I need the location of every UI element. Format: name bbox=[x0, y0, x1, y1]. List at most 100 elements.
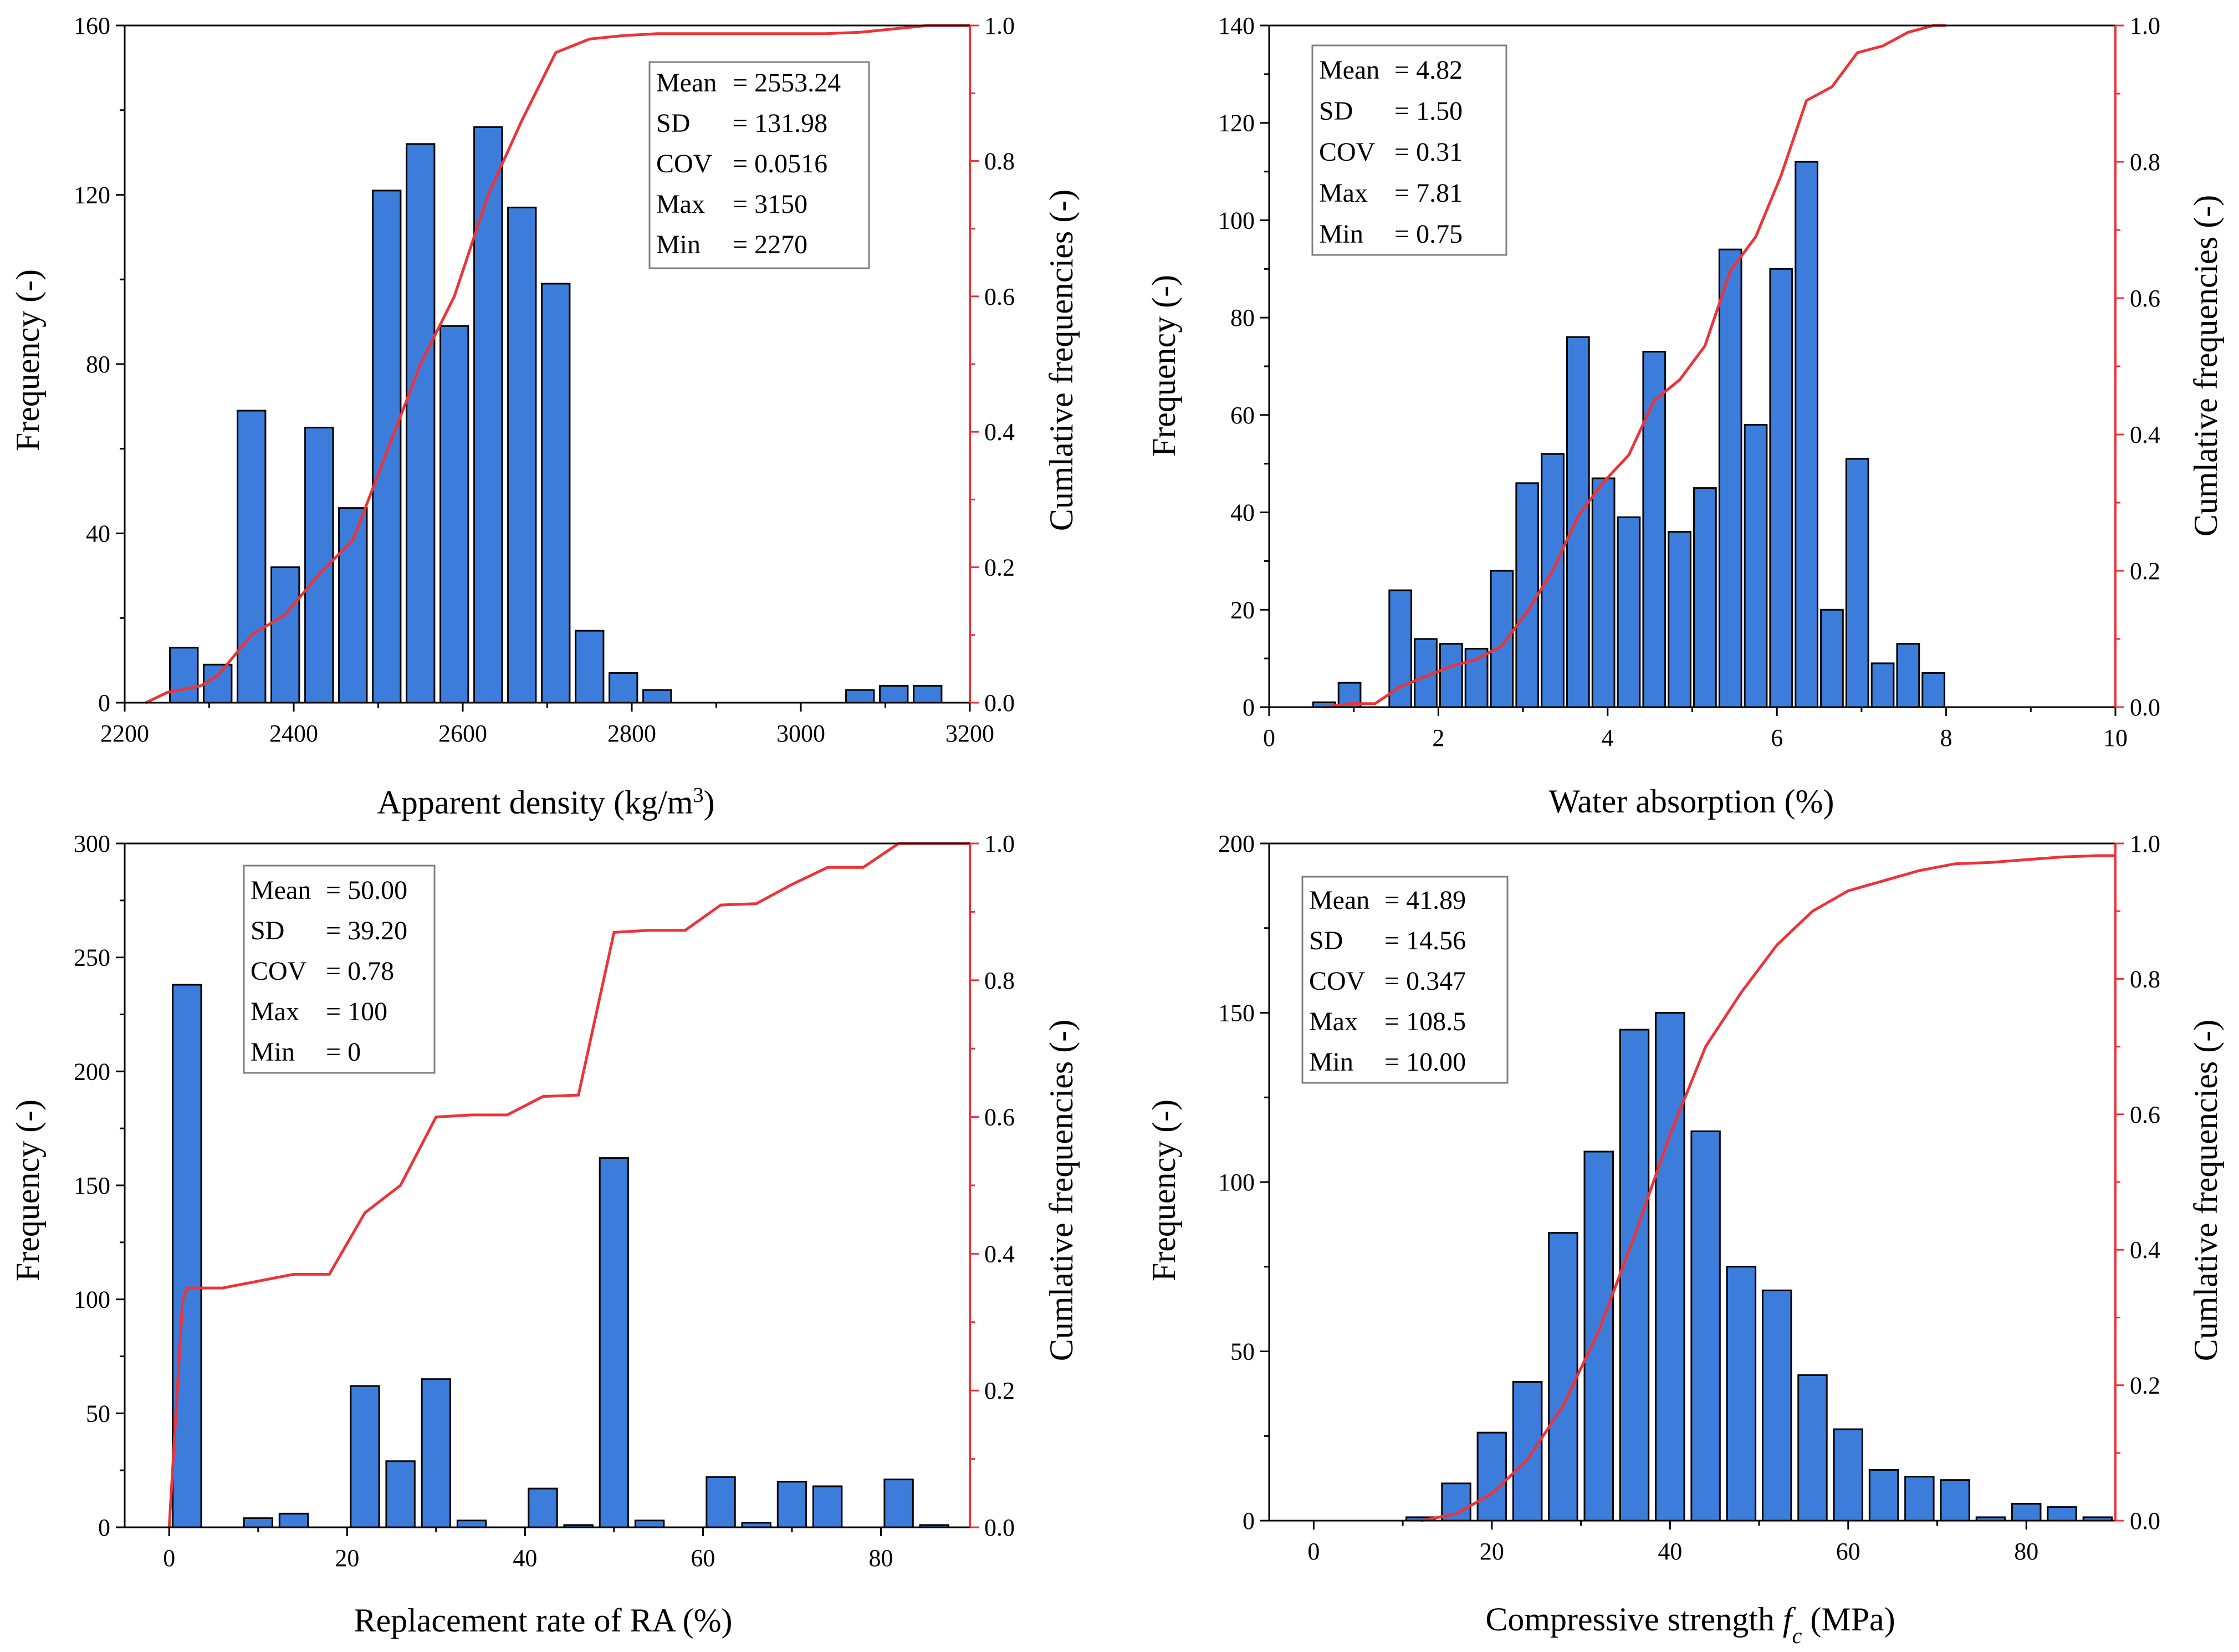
bar bbox=[278, 1512, 309, 1528]
y-axis-left: 0 50 100 150 200 250 300 bbox=[74, 830, 125, 1541]
x-tick-label: 2800 bbox=[607, 720, 656, 747]
bar bbox=[1868, 1469, 1899, 1522]
bar bbox=[1921, 672, 1946, 708]
bar bbox=[1795, 161, 1818, 708]
y-tick-label: 200 bbox=[1218, 830, 1255, 857]
panel-replacement-rate: 0 20 40 60 80 0 50 100 150 200 250 300 0.0 0.2 0.4 0.… bbox=[0, 825, 1120, 1649]
stats-mean-label: Mean bbox=[656, 68, 717, 98]
bar bbox=[1583, 1150, 1614, 1522]
x-axis-title: Water absorption (%) bbox=[1549, 783, 1834, 820]
stats-min-label: Min bbox=[251, 1037, 295, 1067]
bar bbox=[706, 1476, 736, 1528]
y-axis-left: 0 20 40 60 80 100 120 140 bbox=[1218, 12, 1269, 721]
stats-max-label: Max bbox=[1309, 1007, 1358, 1036]
stats-min-value: = 2270 bbox=[733, 230, 807, 259]
bar bbox=[2011, 1502, 2042, 1522]
stats-sd-label: SD bbox=[1309, 926, 1343, 955]
x-tick-label: 10 bbox=[2103, 724, 2128, 751]
y2-tick-label: 0.6 bbox=[2130, 1101, 2160, 1128]
bar bbox=[1548, 1232, 1578, 1522]
bar bbox=[1744, 423, 1768, 708]
bar bbox=[883, 1479, 914, 1528]
x-axis: 0 2 4 6 8 10 bbox=[1263, 707, 2128, 751]
y2-tick-label: 1.0 bbox=[2130, 12, 2160, 39]
x-axis: 2200 2400 2600 2800 3000 3200 bbox=[100, 703, 994, 747]
y2-tick-label: 1.0 bbox=[984, 830, 1015, 857]
stats-cov-value: = 0.31 bbox=[1394, 137, 1463, 167]
bar bbox=[406, 143, 436, 704]
bar bbox=[1566, 336, 1590, 708]
x-title-part: Compressive strength bbox=[1485, 1601, 1783, 1638]
bars-group bbox=[1405, 1012, 2113, 1522]
y2-tick-label: 0.2 bbox=[2130, 558, 2160, 585]
y-axis-right: 0.0 0.2 0.4 0.6 0.8 1.0 bbox=[2114, 830, 2160, 1535]
stats-sd-label: SD bbox=[656, 109, 690, 138]
bar bbox=[1718, 248, 1742, 708]
y-axis-title: Frequency (-) bbox=[1146, 275, 1182, 457]
y2-axis-title: Cumlative frequencies (-) bbox=[2187, 195, 2224, 536]
bar bbox=[350, 1385, 380, 1528]
stats-max-value: = 100 bbox=[326, 997, 387, 1026]
bar bbox=[1642, 351, 1667, 708]
cumulative-line bbox=[1420, 854, 2115, 1522]
bar bbox=[599, 1157, 630, 1528]
x-tick-label: 0 bbox=[1307, 1538, 1320, 1565]
bar bbox=[439, 325, 469, 704]
y-tick-label: 60 bbox=[1230, 402, 1255, 429]
bar bbox=[421, 1378, 452, 1528]
x-tick-label: 80 bbox=[2014, 1538, 2038, 1565]
y-tick-label: 50 bbox=[1230, 1338, 1255, 1365]
bar bbox=[541, 283, 571, 704]
x-tick-label: 80 bbox=[868, 1544, 893, 1572]
y2-tick-label: 1.0 bbox=[984, 12, 1015, 39]
y2-tick-label: 0.2 bbox=[984, 554, 1015, 581]
x-axis: 0 20 40 60 80 bbox=[1307, 1521, 2038, 1565]
bar bbox=[1940, 1479, 1970, 1522]
bar bbox=[1490, 570, 1514, 708]
x-tick-label: 2 bbox=[1432, 724, 1444, 751]
bar bbox=[1541, 453, 1565, 708]
y2-tick-label: 0.6 bbox=[984, 283, 1015, 310]
x-title-unit: (MPa) bbox=[1802, 1601, 1895, 1638]
x-tick-label: 8 bbox=[1940, 724, 1952, 751]
y-tick-label: 80 bbox=[1230, 304, 1255, 331]
y-tick-label: 100 bbox=[1218, 1169, 1255, 1196]
bar bbox=[1726, 1266, 1757, 1522]
y2-axis-title: Cumlative frequencies (-) bbox=[2187, 1020, 2224, 1361]
stats-max-value: = 3150 bbox=[733, 190, 807, 219]
stats-cov-label: COV bbox=[1309, 966, 1366, 996]
x-tick-label: 2400 bbox=[269, 720, 318, 747]
bar bbox=[1769, 268, 1793, 708]
bar bbox=[776, 1481, 807, 1528]
bar bbox=[1904, 1476, 1935, 1522]
y-axis-title: Frequency (-) bbox=[9, 269, 46, 451]
stats-sd-value: = 131.98 bbox=[733, 109, 827, 138]
x-axis: 0 20 40 60 80 bbox=[163, 1527, 893, 1572]
bar bbox=[913, 684, 943, 704]
y2-axis-title: Cumlative frequencies (-) bbox=[1043, 190, 1080, 531]
x-axis-title: Apparent density (kg/m3) bbox=[377, 784, 715, 821]
y2-tick-label: 0.4 bbox=[984, 1240, 1015, 1267]
stats-min-label: Min bbox=[1309, 1047, 1353, 1077]
bar bbox=[642, 689, 672, 704]
x-tick-label: 20 bbox=[335, 1544, 359, 1572]
y-tick-label: 120 bbox=[1218, 110, 1255, 137]
panel-compressive-strength: 0 20 40 60 80 0 50 100 150 200 0.0 0.2 0.4 0.6 0.8 1.… bbox=[1120, 825, 2239, 1649]
stats-sd-label: SD bbox=[251, 916, 284, 945]
y2-tick-label: 0.2 bbox=[2130, 1372, 2160, 1399]
stats-max-label: Max bbox=[251, 997, 299, 1026]
stats-box: Mean = 50.00 SD = 39.20 COV = 0.78 Max =… bbox=[243, 865, 436, 1074]
stats-box: Mean = 41.89 SD = 14.56 COV = 0.347 Max … bbox=[1301, 876, 1509, 1084]
bar bbox=[1797, 1374, 1828, 1522]
cumulative-line bbox=[1323, 24, 1946, 709]
bar bbox=[270, 566, 300, 704]
stats-max-value: = 7.81 bbox=[1394, 178, 1463, 208]
y-tick-label: 120 bbox=[74, 182, 110, 209]
stats-sd-value: = 39.20 bbox=[326, 916, 407, 945]
y-tick-label: 40 bbox=[1230, 499, 1255, 526]
bar bbox=[1439, 643, 1463, 708]
y2-tick-label: 0.4 bbox=[2130, 421, 2160, 448]
x-tick-label: 0 bbox=[1263, 724, 1275, 751]
bar bbox=[634, 1520, 665, 1528]
y2-tick-label: 0.4 bbox=[2130, 1236, 2160, 1264]
